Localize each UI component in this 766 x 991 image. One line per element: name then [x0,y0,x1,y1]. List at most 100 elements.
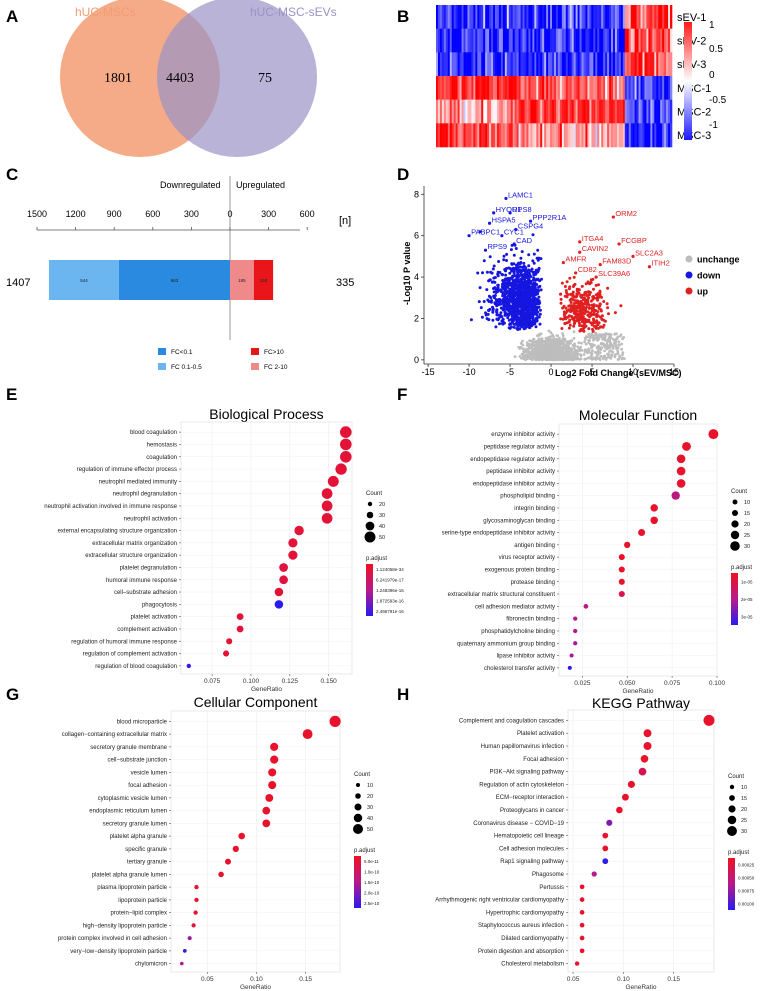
heatmap-cell [540,99,543,124]
heatmap-cell [542,5,545,29]
heatmap-cell [483,5,486,29]
heatmap-cell [544,52,547,77]
heatmap-cell [498,123,502,148]
heatmap-cell [554,5,557,29]
heatmap-cell [640,99,643,124]
volcano-point-down [531,284,535,287]
volcano-legend-label: unchange [697,255,740,265]
volcano-point-down [499,290,503,294]
dotplot-size-legend-label: 10 [744,500,750,506]
dotplot-dot [602,832,609,839]
volcano-point-down [518,262,522,265]
heatmap-cell [559,123,563,148]
volcano-point-unchanged [572,337,576,340]
dotplot-size-legend-dot [731,509,739,517]
heatmap-cell [540,76,543,100]
heatmap-cell [577,52,580,77]
volcano-point-unchanged [601,357,605,361]
heatmap-cell [624,28,628,53]
heatmap-cell [591,28,594,53]
heatmap-cell [622,99,626,124]
volcano-point-unchanged [558,336,561,340]
heatmap-cell [624,76,628,100]
heatmap-cell [567,99,571,124]
volcano-point-down [511,292,515,296]
heatmap-cell [473,99,476,124]
volcano-point-down [515,316,519,319]
dotplot-term-label: virus receptor activity [499,555,555,561]
heatmap-cell [563,76,567,100]
volcano-point-up [589,278,593,282]
volcano-point-up [583,317,587,321]
volcano-point-up [579,308,583,312]
heatmap-cell [595,76,598,100]
dotplot-title: KEGG Pathway [592,695,690,711]
heatmap-cell [599,123,602,148]
volcano-point-up [574,304,578,308]
volcano-point-up [569,306,573,310]
heatmap-cell [481,123,484,148]
volcano-point-down [503,310,507,314]
heatmap-cell [640,76,643,100]
volcano-gene-up: ITIH2 [651,259,669,268]
heatmap-cell [579,99,582,124]
dotplot-term-label: phagocytosis [142,602,177,608]
heatmap-cell [622,5,626,29]
heatmap-cell [520,123,523,148]
heatmap-cell [618,76,622,100]
dotplot-term-label: Cell adhesion molecules [499,846,564,852]
volcano-point-up [586,313,590,317]
heatmap-cell [571,5,574,29]
volcano-point-unchanged [537,337,541,341]
volcano-point-down [482,300,486,303]
volcano-point-unchanged [572,358,575,362]
heatmap-cell [528,28,531,53]
heatmap-cell [650,28,653,53]
volcano-point-up [565,280,569,284]
heatmap-cell [483,99,486,124]
heatmap-cell [473,28,476,53]
volcano-point-down [512,310,516,314]
heatmap-cell [660,52,663,77]
volcano-point-unchanged [604,358,608,361]
dotplot-x-tick-label: 0.075 [204,678,221,685]
heatmap-cell [467,99,470,124]
heatmap-cell [485,76,488,100]
volcano-point-down [527,253,531,257]
volcano-point-unchanged [550,352,553,355]
heatmap-cell [640,123,643,148]
heatmap-cell [489,123,492,148]
heatmap-cell [550,99,553,124]
heatmap-cell [504,99,508,124]
volcano-point-down [488,255,492,259]
heatmap-cell [642,28,645,53]
heatmap-cell [528,52,531,77]
volcano-highlight-up [594,275,598,279]
heatmap-cell [583,28,586,53]
heatmap-cell [502,5,506,29]
heatmap-cell [481,52,484,77]
volcano-point-unchanged [603,349,606,353]
dotplot-x-tick-label: 0.10 [617,976,630,983]
volcano-point-up [577,288,581,292]
heatmap-cell [632,5,635,29]
volcano-point-down [538,308,542,312]
heatmap-cell [581,99,584,124]
volcano-point-down [504,288,508,292]
heatmap-cell [640,52,643,77]
heatmap-cell [573,5,576,29]
heatmap-cell [573,76,576,100]
heatmap-cell [530,28,533,53]
heatmap-cell [475,52,478,77]
heatmap-cell [536,28,539,53]
heatmap-cell [664,99,667,124]
volcano-point-down [507,281,511,285]
heatmap-cell [522,28,525,53]
heatmap-cell [581,28,584,53]
volcano-gene-up: FAM83D [602,257,632,266]
heatmap-cell [495,99,498,124]
heatmap-cell [516,28,519,53]
heatmap-cell [522,5,525,29]
volcano-point-unchanged [575,349,578,353]
volcano-legend-label: down [697,271,721,281]
